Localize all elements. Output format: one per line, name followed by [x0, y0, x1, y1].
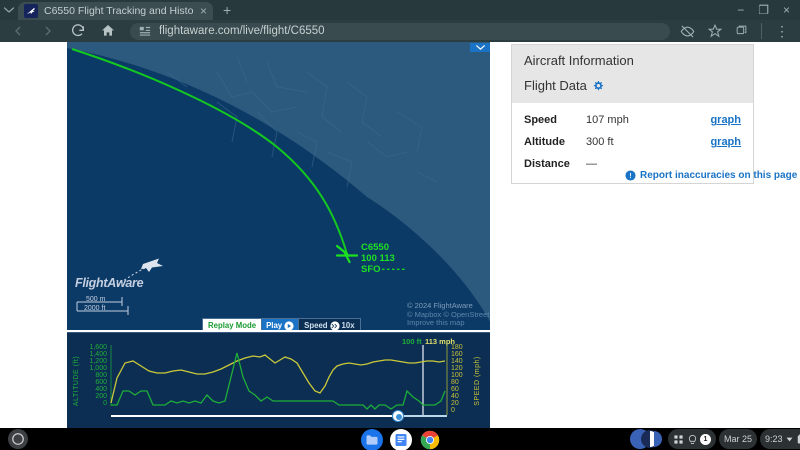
svg-text:© 2024 FlightAware: © 2024 FlightAware — [407, 301, 473, 310]
svg-text:0: 0 — [103, 400, 107, 407]
svg-text:100 113: 100 113 — [361, 253, 395, 264]
svg-text:SFO: SFO — [361, 264, 381, 275]
svg-text:1,400: 1,400 — [89, 351, 107, 358]
svg-text:120: 120 — [451, 365, 463, 372]
svg-text:2000 ft: 2000 ft — [84, 305, 105, 312]
svg-text:60: 60 — [451, 386, 459, 393]
svg-text:SPEED (mph): SPEED (mph) — [474, 356, 481, 405]
svg-text:1,000: 1,000 — [89, 365, 107, 372]
svg-text:C6550: C6550 — [361, 242, 389, 253]
svg-text:1,200: 1,200 — [89, 358, 107, 365]
svg-text:140: 140 — [451, 358, 463, 365]
svg-text:200: 200 — [95, 393, 107, 400]
svg-text:Improve this map: Improve this map — [407, 318, 465, 327]
svg-text:0: 0 — [451, 407, 455, 414]
svg-text:FlightAware: FlightAware — [75, 276, 144, 290]
svg-text:80: 80 — [451, 379, 459, 386]
svg-text:100: 100 — [451, 372, 463, 379]
svg-text:113 mph: 113 mph — [425, 337, 455, 346]
svg-text:1,600: 1,600 — [89, 344, 107, 351]
svg-text:500 m: 500 m — [86, 296, 106, 303]
svg-text:100 ft: 100 ft — [402, 337, 422, 346]
svg-text:40: 40 — [451, 393, 459, 400]
svg-text:800: 800 — [95, 372, 107, 379]
svg-text:160: 160 — [451, 351, 463, 358]
svg-text:600: 600 — [95, 379, 107, 386]
svg-text:ALTITUDE (ft): ALTITUDE (ft) — [73, 356, 80, 406]
svg-text:20: 20 — [451, 400, 459, 407]
svg-text:400: 400 — [95, 386, 107, 393]
